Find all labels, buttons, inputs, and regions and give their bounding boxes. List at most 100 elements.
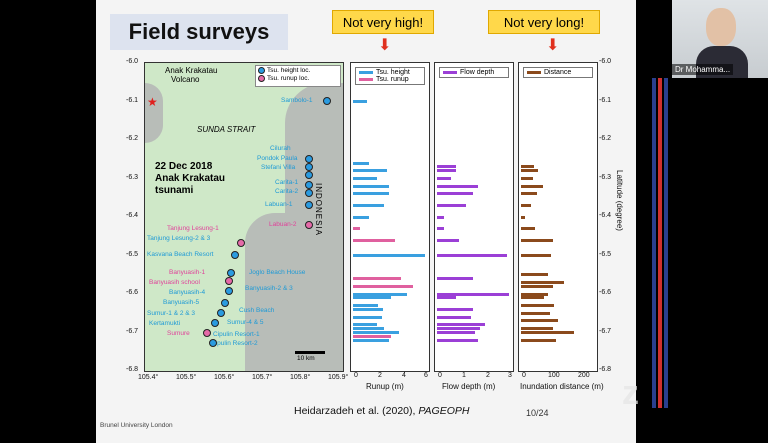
lon-tick: 105.6°	[214, 374, 235, 381]
bar	[521, 238, 553, 242]
loc-label: Banyuasih-5	[163, 299, 200, 306]
bar	[353, 284, 413, 288]
loc-label: Kasvana Beach Resort	[147, 251, 214, 258]
bar	[353, 192, 389, 196]
bar	[353, 304, 379, 308]
map-legend: Tsu. height loc. Tsu. runup loc.	[255, 65, 341, 87]
bar	[437, 331, 476, 334]
down-arrow-icon: ⬇	[546, 37, 560, 54]
bar	[353, 296, 392, 300]
down-arrow-icon: ⬇	[378, 37, 392, 54]
bar	[437, 292, 509, 296]
citation-journal: PAGEOPH	[418, 405, 470, 417]
lat-tick: -6.0	[126, 58, 139, 65]
loc-label: Banyuasih school	[149, 279, 200, 286]
location-dot	[225, 287, 233, 295]
lat-tick: -6.4	[126, 212, 139, 219]
loc-label: Banyuasih-2 & 3	[245, 285, 293, 292]
distance-legend: Distance	[523, 67, 593, 78]
island-landmass	[145, 83, 163, 143]
scale-label: 10 km	[297, 355, 315, 362]
bar	[521, 169, 539, 173]
x-tick: 0	[522, 372, 526, 379]
bar	[437, 203, 466, 207]
bar	[521, 177, 533, 180]
loc-label: Kertamukti	[149, 320, 181, 327]
bar	[353, 227, 361, 231]
loc-label: Stefani Villa	[261, 164, 296, 171]
x-axis-label: Inundation distance (m)	[520, 382, 604, 391]
location-dot	[305, 201, 313, 209]
bar	[437, 254, 507, 257]
bar	[437, 327, 481, 331]
stripe-red	[658, 78, 662, 408]
loc-label: Tanjung Lesung-1	[167, 225, 219, 232]
bar	[353, 254, 425, 257]
bar	[521, 319, 559, 323]
bar	[437, 177, 452, 180]
bar	[437, 238, 459, 242]
strait-label: SUNDA STRAIT	[197, 125, 256, 134]
citation-authors: Heidarzadeh et al. (2020),	[294, 405, 416, 417]
legend-swatch	[359, 71, 373, 74]
bar	[437, 296, 457, 300]
lon-tick: 105.4°	[138, 374, 159, 381]
lat-tick: -6.4	[599, 212, 612, 219]
inundation-distance-chart: Distance	[518, 62, 598, 372]
y-axis-label: Latitude (degree)	[615, 170, 624, 231]
x-tick: 0	[438, 372, 442, 379]
legend-swatch	[359, 78, 373, 81]
loc-label: Cipulin Resort-1	[213, 331, 260, 338]
bar	[353, 307, 383, 311]
bar	[437, 307, 473, 311]
presenter-video[interactable]: Dr Mohamma...	[672, 0, 768, 78]
loc-label: Carita-1	[275, 179, 299, 186]
lat-tick: -6.1	[599, 96, 612, 104]
loc-label: Cilurah	[270, 145, 291, 152]
location-dot	[305, 171, 313, 179]
lon-tick: 105.7°	[252, 374, 273, 381]
location-dot	[305, 155, 313, 163]
bar	[353, 203, 385, 207]
bar	[437, 184, 478, 188]
x-tick: 0	[354, 372, 358, 379]
loc-label: Labuan-2	[269, 221, 297, 228]
loc-label: Pondok Paula	[257, 155, 298, 162]
bar	[437, 165, 457, 169]
bar	[353, 100, 368, 103]
location-dot	[323, 97, 331, 105]
location-dot	[227, 269, 235, 277]
location-dot	[209, 339, 217, 347]
lat-tick: -6.0	[599, 58, 612, 65]
bar	[521, 165, 534, 169]
lon-tick: 105.5°	[176, 374, 197, 381]
loc-label: Joglo Beach House	[249, 269, 306, 276]
loc-label: Carita-2	[275, 188, 299, 195]
stripe-blue	[664, 78, 668, 408]
flow-depth-chart: Flow depth	[434, 62, 514, 372]
peninsula-landmass	[245, 213, 315, 371]
bar	[521, 338, 556, 342]
x-tick: 4	[402, 372, 406, 379]
callout-not-very-high: Not very high!	[332, 10, 434, 34]
bar	[353, 338, 389, 342]
location-dot	[305, 189, 313, 197]
legend-entry: Flow depth	[460, 69, 495, 76]
runup-legend: Tsu. height Tsu. runup	[355, 67, 425, 85]
lat-tick: -6.2	[599, 135, 612, 142]
loc-label: Labuan-1	[265, 201, 293, 208]
x-tick: 1	[462, 372, 466, 379]
location-dot	[221, 299, 229, 307]
bar	[437, 338, 478, 342]
bar	[521, 280, 565, 284]
page-number: 10/24	[526, 408, 549, 418]
bar	[437, 169, 457, 173]
lat-tick: -6.1	[126, 96, 139, 104]
bar	[521, 215, 526, 219]
x-tick: 3	[508, 372, 512, 379]
location-dot	[305, 181, 313, 189]
bar	[437, 315, 471, 319]
loc-label: Sumure	[167, 330, 190, 337]
event-name: Anak Krakatau	[155, 173, 226, 184]
blue-dot-icon	[258, 67, 265, 74]
